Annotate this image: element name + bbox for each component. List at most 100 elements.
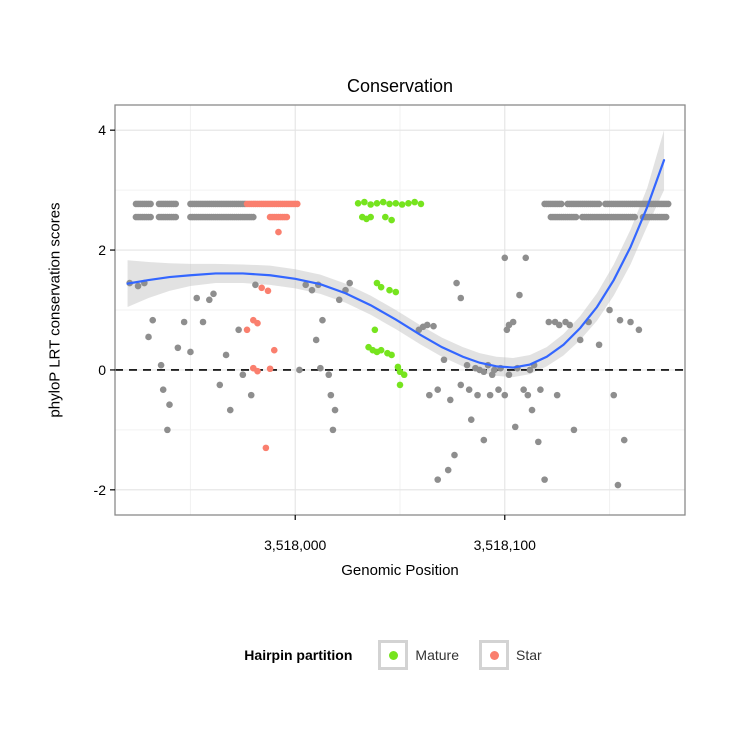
point-unpartitioned <box>430 322 437 330</box>
point-mature <box>373 279 381 287</box>
legend: Hairpin partition Mature Star <box>18 640 750 670</box>
point-unpartitioned <box>522 254 530 262</box>
point-unpartitioned <box>576 336 584 344</box>
point-unpartitioned <box>434 476 442 483</box>
y-axis-title: phyloP LRT conservation scores <box>46 202 64 418</box>
point-unpartitioned <box>570 426 578 434</box>
point-mature <box>379 198 387 206</box>
point-unpartitioned <box>346 279 354 287</box>
point-unpartitioned <box>222 351 230 359</box>
point-unpartitioned <box>329 426 337 434</box>
point-unpartitioned <box>247 391 255 399</box>
point-star <box>266 365 274 373</box>
legend-dot-mature-icon <box>388 650 398 660</box>
point-unpartitioned <box>664 200 672 208</box>
point-unpartitioned <box>319 316 326 324</box>
point-unpartitioned <box>187 348 194 356</box>
point-unpartitioned <box>325 371 333 379</box>
point-mature <box>377 283 385 291</box>
point-unpartitioned <box>174 344 182 352</box>
point-unpartitioned <box>145 333 152 341</box>
point-star <box>254 319 261 327</box>
point-mature <box>388 216 395 224</box>
point-unpartitioned <box>216 381 224 389</box>
y-tick-label: -2 <box>94 482 107 498</box>
point-unpartitioned <box>446 396 454 404</box>
y-tick-label: 2 <box>98 242 106 258</box>
point-unpartitioned <box>526 366 534 374</box>
y-tick-label: 0 <box>98 362 106 378</box>
point-mature <box>367 213 374 221</box>
panel-border <box>114 104 686 516</box>
point-unpartitioned <box>566 321 574 329</box>
point-unpartitioned <box>545 318 553 326</box>
point-unpartitioned <box>480 368 488 376</box>
point-unpartitioned <box>226 406 234 414</box>
point-unpartitioned <box>635 326 643 334</box>
point-unpartitioned <box>537 386 544 394</box>
point-unpartitioned <box>509 318 517 326</box>
point-unpartitioned <box>206 296 213 304</box>
point-unpartitioned <box>465 386 473 394</box>
point-star <box>275 228 282 236</box>
point-unpartitioned <box>491 366 498 374</box>
point-unpartitioned <box>172 213 180 221</box>
point-unpartitioned <box>595 341 603 349</box>
point-mature <box>388 351 395 359</box>
point-star <box>264 287 272 295</box>
point-unpartitioned <box>180 318 188 326</box>
point-unpartitioned <box>423 321 431 329</box>
legend-key-mature <box>378 640 409 670</box>
point-unpartitioned <box>296 366 303 374</box>
point-mature <box>411 198 418 206</box>
legend-key-star <box>479 640 509 670</box>
point-unpartitioned <box>627 318 634 326</box>
point-unpartitioned <box>606 306 613 314</box>
point-unpartitioned <box>335 296 343 304</box>
point-unpartitioned <box>210 290 217 298</box>
point-mature <box>398 201 406 208</box>
point-star <box>270 346 278 354</box>
x-tick-label: 3,518,000 <box>264 537 326 553</box>
smooth-line <box>126 159 666 369</box>
point-mature <box>361 198 368 206</box>
point-unpartitioned <box>239 371 247 379</box>
point-unpartitioned <box>164 426 171 434</box>
point-unpartitioned <box>474 391 481 399</box>
point-star <box>254 367 261 375</box>
point-unpartitioned <box>572 213 580 221</box>
confidence-ribbon <box>127 130 665 378</box>
point-mature <box>405 200 412 207</box>
point-unpartitioned <box>516 291 523 299</box>
point-mature <box>371 326 379 334</box>
point-unpartitioned <box>501 391 509 399</box>
point-unpartitioned <box>250 213 257 221</box>
legend-item-mature: Mature <box>378 640 459 670</box>
point-unpartitioned <box>159 386 167 394</box>
legend-item-star: Star <box>479 640 542 670</box>
point-unpartitioned <box>595 200 603 208</box>
point-unpartitioned <box>327 391 335 399</box>
point-unpartitioned <box>199 318 207 326</box>
point-unpartitioned <box>426 391 433 399</box>
point-mature <box>396 381 404 389</box>
point-unpartitioned <box>444 466 452 474</box>
legend-dot-star-icon <box>489 650 499 660</box>
point-star <box>258 284 265 292</box>
point-unpartitioned <box>440 356 448 364</box>
point-unpartitioned <box>558 200 565 208</box>
point-unpartitioned <box>134 282 142 290</box>
legend-label-mature: Mature <box>415 647 459 663</box>
point-star <box>243 326 251 334</box>
point-star <box>262 444 270 452</box>
point-unpartitioned <box>457 381 465 389</box>
point-mature <box>386 200 393 208</box>
point-unpartitioned <box>302 281 309 289</box>
page-title: Conservation <box>346 76 454 96</box>
point-unpartitioned <box>505 371 513 379</box>
point-mature <box>373 200 381 207</box>
point-unpartitioned <box>662 213 670 221</box>
point-unpartitioned <box>555 321 563 329</box>
point-star <box>283 213 291 221</box>
